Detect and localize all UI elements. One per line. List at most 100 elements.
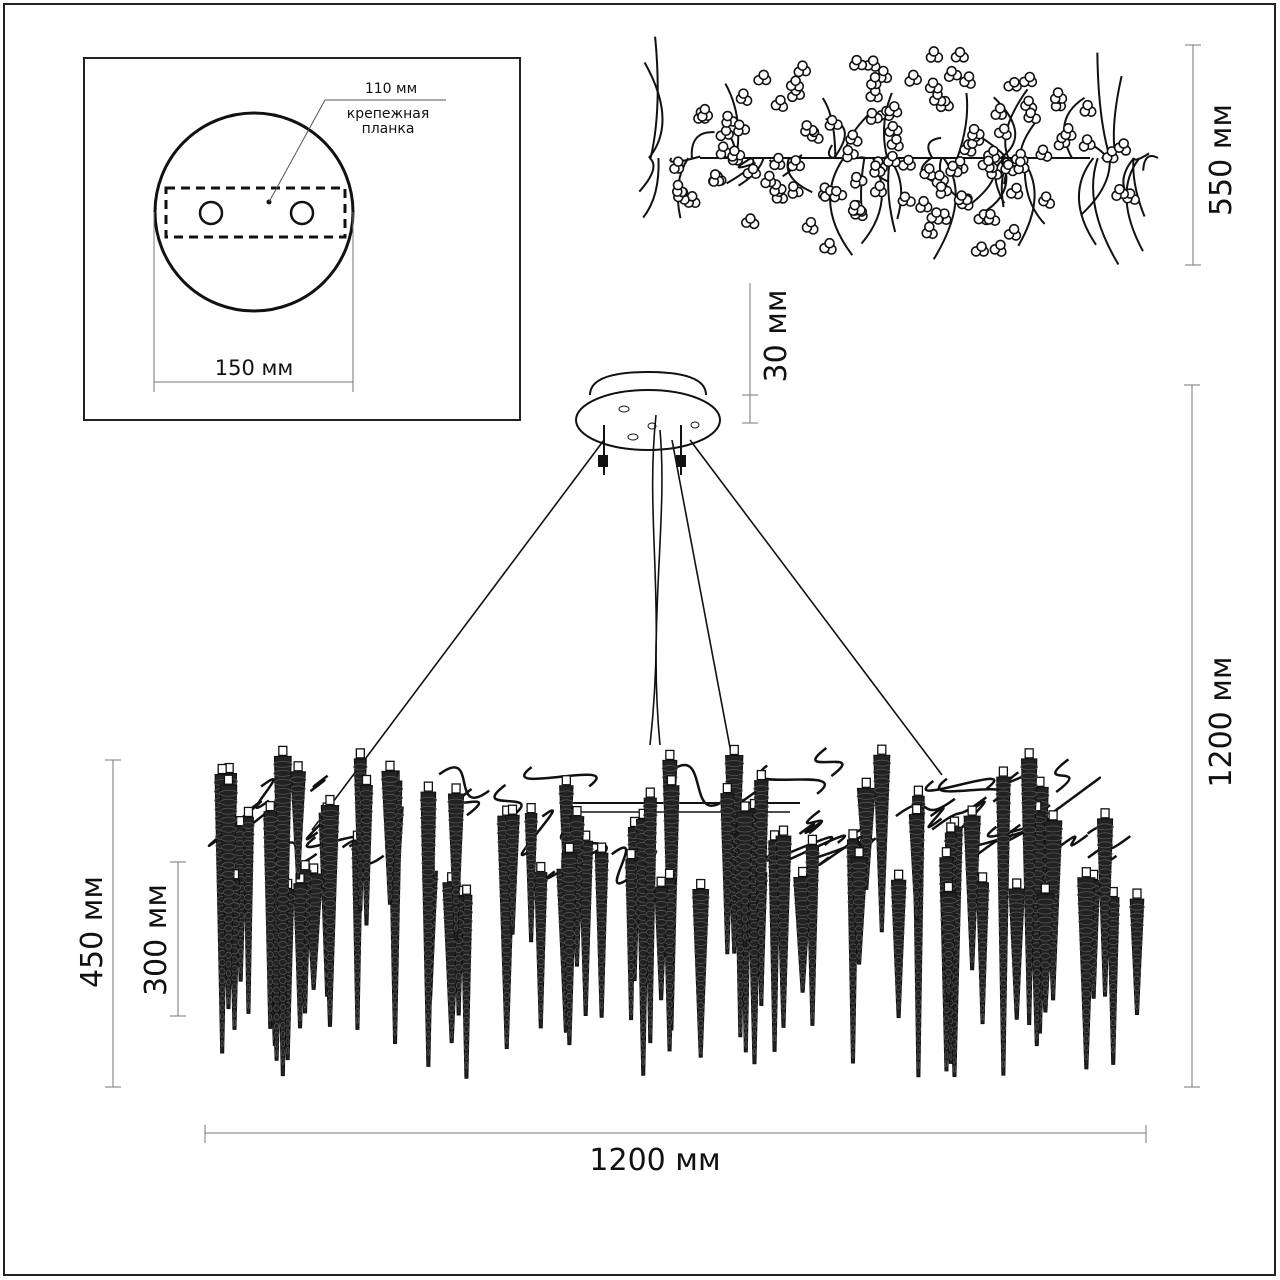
crystal-pendant: [320, 794, 340, 1027]
flower-cluster: [733, 119, 751, 137]
flower-cluster: [993, 123, 1012, 141]
total-height-label: 1200 мм: [1204, 656, 1239, 787]
flower-cluster: [842, 144, 859, 163]
flower-cluster: [1079, 99, 1097, 117]
flower-cluster: [898, 154, 916, 171]
flower-cluster: [769, 152, 786, 171]
flower-cluster: [760, 170, 777, 189]
crystal-pendant: [533, 861, 548, 1029]
flower-cluster: [1038, 191, 1056, 209]
flower-cluster: [769, 179, 787, 197]
chandelier-top-view: [638, 36, 1159, 266]
flower-cluster: [886, 134, 904, 152]
chandelier-body: [207, 744, 1145, 1079]
crystal-pendant: [939, 881, 958, 1002]
crystal-pendant: [359, 774, 374, 926]
crystal-pendant: [653, 876, 669, 1001]
crystal-pendant: [289, 761, 307, 880]
flower-cluster: [753, 69, 772, 86]
crystal-pendant: [594, 842, 610, 1018]
width-dimension: 1200 мм: [204, 1125, 1147, 1178]
body-height-max-label: 450 мм: [75, 876, 110, 988]
crystal-pendant: [459, 884, 474, 1079]
depth-dimension: 550 мм: [1185, 44, 1239, 266]
flower-cluster: [829, 185, 848, 203]
mounting-hole-right: [289, 200, 315, 226]
crystal-pendant: [1076, 867, 1096, 1070]
crystal-pendant: [774, 825, 792, 1028]
flower-cluster: [926, 207, 944, 225]
flower-cluster: [1111, 183, 1130, 202]
flower-cluster: [869, 160, 886, 178]
flower-cluster: [875, 65, 893, 84]
crystal-pendant: [242, 806, 255, 1014]
flower-cluster: [742, 163, 762, 180]
body-height-min-label: 300 мм: [139, 884, 174, 996]
crystal-pendant: [1020, 748, 1039, 1026]
flower-cluster: [669, 156, 685, 175]
body-height-min-dimension: 300 мм: [139, 861, 186, 1017]
crystal-pendant: [219, 774, 238, 1010]
crystal-pendant: [691, 878, 710, 1058]
flower-cluster: [935, 181, 953, 199]
flower-cluster: [735, 88, 753, 106]
flower-cluster: [869, 180, 888, 198]
crystal-pendant: [963, 805, 982, 971]
flower-cluster: [800, 120, 818, 137]
crystal-pendant: [908, 803, 925, 920]
flower-cluster: [727, 145, 746, 162]
flower-cluster: [970, 241, 989, 257]
flower-cluster: [1018, 71, 1038, 88]
crystal-pendant: [890, 869, 907, 1019]
suspension-cables: [311, 414, 943, 831]
flower-cluster: [1078, 134, 1096, 152]
crystal-pendant: [1008, 878, 1026, 1020]
body-height-max-dimension: 450 мм: [75, 759, 121, 1088]
total-height-dimension: 1200 мм: [1184, 384, 1239, 1088]
flower-cluster: [924, 77, 943, 94]
crystal-pendant: [273, 745, 293, 1077]
crystal-pendant: [1096, 808, 1114, 997]
flower-cluster: [1113, 138, 1132, 156]
flower-cluster: [847, 199, 866, 216]
flower-cluster: [953, 190, 973, 206]
crystal-pendant: [735, 801, 754, 947]
flower-cluster: [741, 213, 760, 230]
canopy: [575, 370, 721, 475]
flower-cluster: [721, 110, 739, 128]
flower-cluster: [785, 75, 805, 92]
leader-line: [268, 99, 446, 203]
crystal-pendant: [524, 802, 538, 943]
flower-cluster: [715, 125, 734, 142]
flower-cluster: [943, 65, 963, 83]
plate-name-line1: крепежная: [347, 106, 430, 122]
plate-name-line2: планка: [362, 121, 415, 137]
crystal-pendant: [504, 804, 521, 935]
canopy-height-label: 30 мм: [759, 290, 794, 383]
flower-cluster: [919, 163, 937, 181]
crystal-pendant: [975, 872, 990, 1025]
canopy-outline: [153, 111, 355, 313]
flower-cluster: [989, 239, 1007, 257]
flower-cluster: [921, 221, 938, 240]
flower-cluster: [1023, 107, 1042, 125]
flower-cluster: [945, 160, 963, 178]
flower-cluster: [671, 179, 688, 198]
crystal-pendant: [719, 782, 735, 955]
flower-cluster: [849, 171, 868, 189]
flower-cluster: [1003, 223, 1022, 241]
canopy-height-dimension: 30 мм: [742, 283, 794, 424]
crystal-pendant: [753, 769, 770, 1007]
flower-cluster: [824, 114, 843, 131]
flower-cluster: [959, 71, 976, 89]
flower-cluster: [977, 155, 995, 173]
mounting-plate-outline: [164, 186, 347, 239]
flower-cluster: [967, 123, 985, 141]
canopy-diameter-label: 150 мм: [215, 356, 293, 380]
flower-cluster: [845, 129, 863, 147]
flower-cluster: [848, 54, 868, 71]
flower-cluster: [884, 101, 903, 118]
crystal-pendant: [642, 787, 658, 1044]
crystal-pendant: [419, 781, 437, 1067]
